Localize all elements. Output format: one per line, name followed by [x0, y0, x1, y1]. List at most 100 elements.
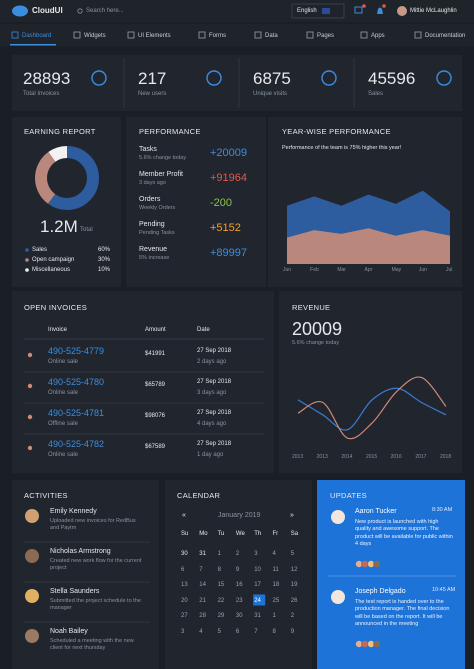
- legend-label: Open campaign: [32, 257, 75, 263]
- calendar-day[interactable]: 23: [235, 597, 243, 604]
- language-select[interactable]: English: [297, 8, 317, 14]
- calendar-day[interactable]: 6: [181, 566, 185, 573]
- activity-name: Noah Bailey: [50, 628, 88, 635]
- calendar-day[interactable]: 8: [217, 566, 221, 573]
- menu-item[interactable]: Apps: [371, 33, 385, 39]
- calendar-day[interactable]: 24: [254, 597, 261, 604]
- x-tick-label: Mar: [337, 267, 346, 273]
- calendar-day[interactable]: 31: [254, 613, 261, 619]
- calendar-day[interactable]: 9: [290, 628, 295, 635]
- calendar-day[interactable]: 6: [235, 628, 240, 635]
- calendar-day[interactable]: 7: [254, 628, 258, 635]
- calendar-day[interactable]: 4: [272, 551, 276, 557]
- calendar-day[interactable]: 14: [199, 582, 206, 588]
- calendar-day[interactable]: 2: [235, 551, 240, 557]
- menu-item[interactable]: Widgets: [84, 33, 106, 39]
- invoice-link[interactable]: 490-525-4782: [48, 439, 105, 449]
- avatar: [25, 629, 39, 643]
- calendar-day[interactable]: 17: [254, 582, 261, 588]
- stat-value: 28893: [23, 69, 71, 88]
- invoice-link[interactable]: 490-525-4780: [48, 377, 105, 387]
- calendar-day[interactable]: 29: [217, 613, 225, 619]
- x-tick-label: 2013: [292, 454, 304, 460]
- menu-item[interactable]: Forms: [209, 33, 226, 39]
- weekday: Tu: [217, 531, 225, 537]
- panel-title: UPDATES: [330, 491, 367, 500]
- calendar-day[interactable]: 30: [235, 613, 243, 619]
- update-name: Aaron Tucker: [355, 508, 397, 515]
- calendar-day[interactable]: 19: [290, 582, 298, 588]
- status-dot: [27, 445, 33, 451]
- stat-value: 45596: [368, 69, 416, 88]
- perf-sub: 5% increase: [139, 255, 170, 261]
- total-label: Total: [80, 227, 93, 233]
- calendar-day[interactable]: 15: [217, 582, 225, 588]
- calendar-day[interactable]: 22: [217, 597, 225, 604]
- menu-item[interactable]: Pages: [317, 33, 335, 39]
- menu-item[interactable]: Documentation: [425, 33, 466, 39]
- calendar-prev[interactable]: «: [182, 512, 186, 519]
- avatar: [331, 510, 345, 524]
- calendar-day[interactable]: 1: [217, 551, 221, 557]
- calendar-next[interactable]: »: [290, 512, 294, 519]
- calendar-day[interactable]: 8: [272, 628, 276, 635]
- perf-value: +89997: [210, 247, 248, 259]
- weekday: We: [235, 531, 245, 537]
- menu-icon: [198, 31, 206, 39]
- invoice-type: Online sale: [48, 452, 79, 458]
- stat-value: 217: [138, 69, 167, 88]
- menu-item[interactable]: UI Elements: [138, 33, 171, 39]
- calendar-day[interactable]: 25: [272, 597, 280, 604]
- calendar-day[interactable]: 30: [181, 551, 188, 557]
- panel-note: Performance of the team is 75% higher th…: [282, 145, 402, 151]
- panel-title: EARNING REPORT: [24, 127, 96, 136]
- revenue-value: 20009: [292, 319, 343, 339]
- calendar-day[interactable]: 21: [199, 597, 206, 604]
- calendar-day[interactable]: 5: [217, 628, 221, 635]
- perf-value: +91964: [210, 172, 248, 184]
- user-name[interactable]: Mittie McLaughlin: [410, 8, 457, 14]
- update-text: New product is launched with high qualit…: [355, 519, 453, 548]
- perf-sub: 5.6% change today: [139, 155, 187, 161]
- calendar-day[interactable]: 10: [254, 566, 261, 573]
- total-value: 1.2M: [40, 217, 78, 236]
- menu-item[interactable]: Dashboard: [22, 33, 52, 39]
- avatar: [331, 590, 345, 604]
- calendar-day[interactable]: 1: [272, 613, 276, 619]
- column-header: Amount: [145, 327, 166, 333]
- calendar-day[interactable]: 2: [290, 613, 295, 619]
- invoice-link[interactable]: 490-525-4779: [48, 346, 105, 356]
- x-tick-label: 2013: [316, 454, 328, 460]
- calendar-day[interactable]: 4: [199, 628, 203, 635]
- avatar: [25, 589, 39, 603]
- legend-value: 60%: [98, 247, 111, 253]
- calendar-day[interactable]: 5: [290, 551, 295, 557]
- calendar-day[interactable]: 20: [181, 597, 188, 604]
- calendar-day[interactable]: 11: [272, 566, 279, 573]
- invoice-link[interactable]: 490-525-4781: [48, 408, 105, 418]
- calendar-day[interactable]: 31: [199, 551, 206, 557]
- calendar-day[interactable]: 13: [181, 582, 188, 588]
- line: [297, 387, 447, 431]
- search-input[interactable]: Search here...: [86, 8, 124, 14]
- calendar-day[interactable]: 16: [235, 582, 243, 588]
- calendar-day[interactable]: 12: [290, 566, 298, 573]
- x-tick-label: Feb: [310, 267, 319, 273]
- calendar-day[interactable]: 9: [235, 566, 240, 573]
- calendar-day[interactable]: 3: [181, 628, 185, 635]
- calendar-day[interactable]: 28: [199, 613, 206, 619]
- calendar-day[interactable]: 26: [290, 597, 298, 604]
- menu-item[interactable]: Data: [265, 33, 278, 39]
- legend-label: Sales: [32, 247, 48, 253]
- legend-value: 30%: [98, 257, 111, 263]
- brand: CloudUI: [32, 6, 63, 15]
- calendar-day[interactable]: 18: [272, 582, 280, 588]
- search-icon: [77, 8, 83, 14]
- update-time: 10:45 AM: [432, 587, 456, 593]
- calendar-day[interactable]: 3: [254, 551, 258, 557]
- legend-value: 10%: [98, 267, 111, 273]
- menu-bar: [0, 24, 474, 46]
- calendar-day[interactable]: 27: [181, 613, 188, 619]
- perf-sub: 3 days ago: [139, 180, 166, 186]
- calendar-day[interactable]: 7: [199, 566, 203, 573]
